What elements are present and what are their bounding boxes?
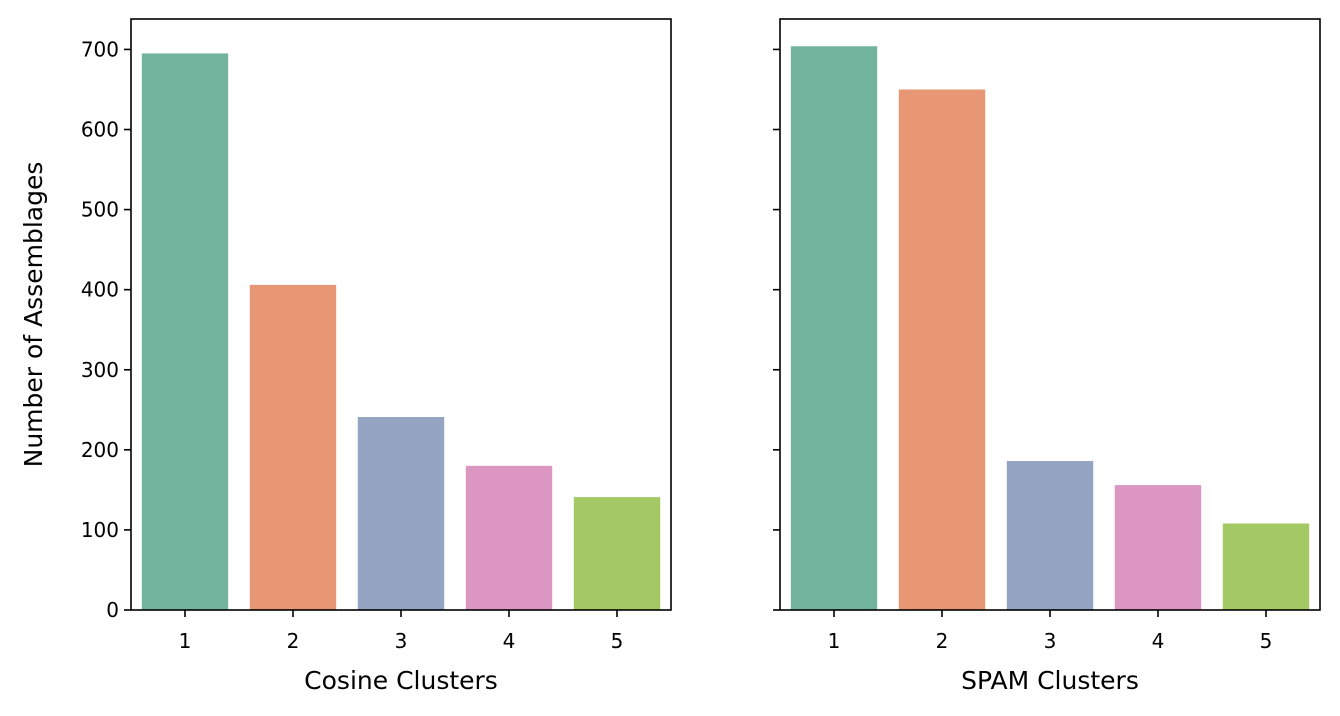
cosine-x-axis-label: Cosine Clusters [304, 666, 498, 695]
cosine-bar-2 [249, 284, 337, 610]
spam-x-tick-label: 3 [1044, 629, 1057, 653]
cosine-bar-3 [357, 417, 445, 610]
spam-bar-4 [1114, 485, 1202, 610]
cosine-bar-1 [141, 53, 229, 611]
cosine-x-tick-label: 3 [395, 629, 408, 653]
cosine-y-axis-label: Number of Assemblages [19, 162, 48, 468]
cosine-bar-4 [465, 465, 553, 610]
cosine-x-tick-label: 2 [287, 629, 300, 653]
spam-x-tick-label: 4 [1152, 629, 1165, 653]
cosine-y-tick-label: 400 [81, 278, 119, 302]
cosine-x-tick-label: 5 [611, 629, 624, 653]
cosine-y-tick-label: 600 [81, 118, 119, 142]
cosine-x-tick-label: 1 [179, 629, 192, 653]
spam-x-tick-label: 2 [936, 629, 949, 653]
cosine-bar-5 [573, 497, 661, 610]
cosine-x-tick-label: 4 [503, 629, 516, 653]
spam-bar-1 [790, 46, 878, 611]
spam-bar-5 [1222, 523, 1310, 610]
cosine-y-tick-label: 100 [81, 518, 119, 542]
cosine-y-tick-label: 700 [81, 37, 119, 61]
spam-bar-2 [898, 89, 986, 611]
cosine-y-tick-label: 200 [81, 438, 119, 462]
spam-x-tick-label: 5 [1260, 629, 1273, 653]
cosine-y-tick-label: 300 [81, 358, 119, 382]
cosine-y-tick-label: 0 [106, 598, 119, 622]
spam-bar-3 [1006, 461, 1094, 610]
spam-x-axis-label: SPAM Clusters [961, 666, 1139, 695]
cosine-clusters-panel: 1 2 3 4 5 0 100 200 300 400 500 600 700 Cosine Cluste… [19, 18, 672, 695]
cosine-y-tick-label: 500 [81, 198, 119, 222]
spam-x-tick-label: 1 [828, 629, 841, 653]
spam-clusters-panel: 1 2 3 4 5 SPAM Clusters [773, 18, 1321, 695]
